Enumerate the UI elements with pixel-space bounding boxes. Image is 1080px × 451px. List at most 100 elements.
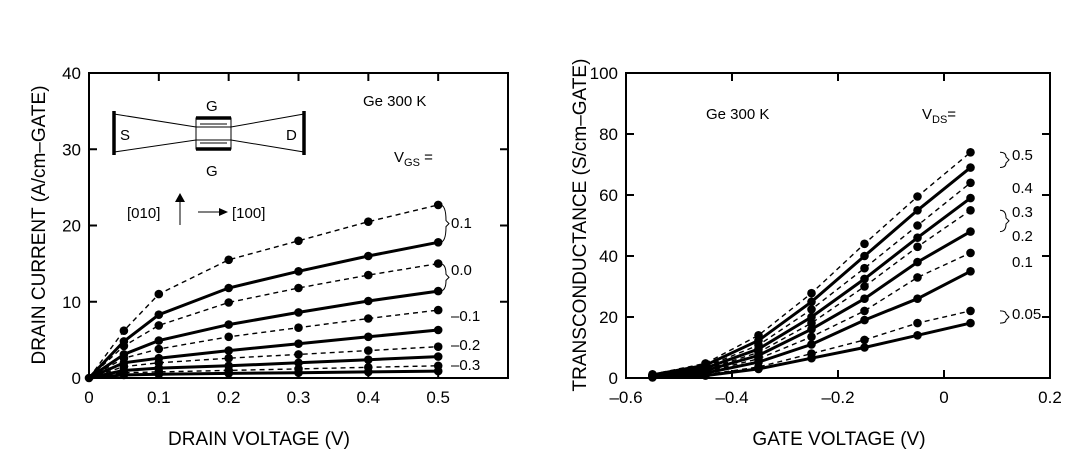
data-point	[913, 206, 922, 215]
series-group-label: 0.05	[1012, 306, 1041, 323]
x-axis-label: DRAIN VOLTAGE (V)	[168, 429, 350, 450]
y-axis-label: DRAIN CURRENT (A/cm–GATE)	[29, 85, 50, 364]
data-point	[913, 192, 922, 201]
series-group-label: 0.2	[1012, 228, 1033, 245]
data-point	[860, 263, 869, 273]
data-point	[224, 332, 233, 342]
series-group-label: 0.1	[451, 215, 472, 232]
data-point	[807, 324, 816, 334]
x-tick-label: 0.4	[357, 388, 381, 407]
data-point	[807, 332, 816, 342]
data-point	[224, 283, 233, 293]
x-tick-label: 0.3	[287, 388, 311, 407]
data-point	[119, 370, 129, 380]
x-tick-label: –0.2	[821, 388, 854, 407]
plot-frame	[88, 72, 509, 379]
data-point	[364, 296, 373, 306]
series-group-label: 0.4	[1012, 180, 1033, 197]
data-point	[860, 343, 869, 352]
parameter-label: VGS =	[394, 149, 433, 169]
condition-annotation: Ge 300 K	[706, 106, 769, 123]
data-point	[433, 286, 443, 296]
series-group-label: 0.3	[1012, 204, 1033, 221]
data-point	[294, 368, 303, 378]
data-point	[966, 206, 975, 215]
data-point	[913, 233, 922, 242]
data-point	[966, 248, 975, 258]
drain-label: D	[286, 127, 297, 144]
data-point	[860, 335, 869, 345]
series-brace	[999, 151, 1010, 169]
x-tick-label: 0.2	[1038, 388, 1062, 407]
y-tick-label: 0	[609, 369, 618, 388]
data-point	[433, 200, 443, 210]
data-point	[154, 336, 164, 345]
data-point	[364, 251, 373, 261]
data-point	[860, 294, 869, 304]
data-point	[364, 346, 373, 355]
y-tick-label: 40	[599, 247, 618, 266]
series-group-label: –0.3	[451, 357, 480, 374]
data-point	[294, 283, 303, 293]
data-point	[154, 344, 164, 354]
gate-label-bottom: G	[206, 163, 218, 180]
data-point	[294, 323, 303, 333]
data-point	[807, 288, 816, 298]
data-point	[364, 314, 373, 323]
data-point	[154, 369, 164, 379]
data-point	[754, 364, 763, 374]
data-point	[433, 259, 443, 268]
data-point	[433, 305, 443, 315]
data-point	[224, 298, 233, 307]
data-point	[364, 367, 373, 377]
y-tick-label: 60	[599, 186, 618, 205]
data-point	[294, 350, 303, 359]
data-point	[364, 332, 373, 342]
series-line-4	[652, 196, 972, 378]
data-point	[294, 236, 303, 246]
data-point	[913, 273, 922, 282]
data-point	[224, 320, 233, 329]
data-point	[807, 305, 816, 314]
x-tick-label: 0	[84, 388, 93, 407]
data-point	[119, 341, 129, 351]
gate-label-top: G	[206, 98, 218, 115]
series-brace	[439, 204, 450, 243]
data-point	[154, 321, 164, 330]
series-group-label: –0.1	[451, 308, 480, 325]
data-point	[294, 358, 303, 368]
x-tick-label: 0.5	[426, 388, 450, 407]
data-point	[433, 352, 443, 361]
data-point	[807, 353, 816, 363]
chart-panel-2: –0.6 –0.4 –0.2 0 0.2 0 20 40 60 80 100 GATE VOLTAGE…	[570, 59, 1062, 450]
data-point	[119, 326, 129, 336]
y-axis-label: TRANSCONDUCTANCE (S/cm–GATE)	[570, 59, 591, 392]
data-point	[364, 355, 373, 365]
gate-region	[195, 117, 232, 150]
data-point	[807, 297, 816, 307]
data-point	[224, 255, 233, 265]
data-point	[433, 325, 443, 335]
data-point	[807, 340, 816, 349]
data-point	[913, 257, 922, 267]
y-tick-label: 20	[599, 308, 618, 327]
x-tick-label: 0	[939, 388, 948, 407]
series-group-label: 0.0	[451, 262, 472, 279]
series-group-label: 0.1	[1012, 254, 1033, 271]
direction-label-horizontal: [100]	[232, 205, 265, 222]
x-tick-label: 0.2	[217, 388, 241, 407]
data-point	[224, 369, 233, 378]
data-point	[966, 267, 975, 276]
x-tick-label: –0.6	[609, 388, 642, 407]
data-point	[154, 289, 164, 299]
data-point	[966, 318, 975, 328]
data-point	[860, 282, 869, 291]
data-point	[860, 315, 869, 325]
data-point	[294, 308, 303, 317]
data-point	[860, 251, 869, 261]
data-point	[966, 178, 975, 188]
data-point	[224, 353, 233, 363]
y-tick-label: 10	[62, 293, 81, 312]
chart-panel-1: 0 0.1 0.2 0.3 0.4 0.5 0 10 20 30 40 DRAIN VOLTAGE (…	[29, 64, 509, 450]
